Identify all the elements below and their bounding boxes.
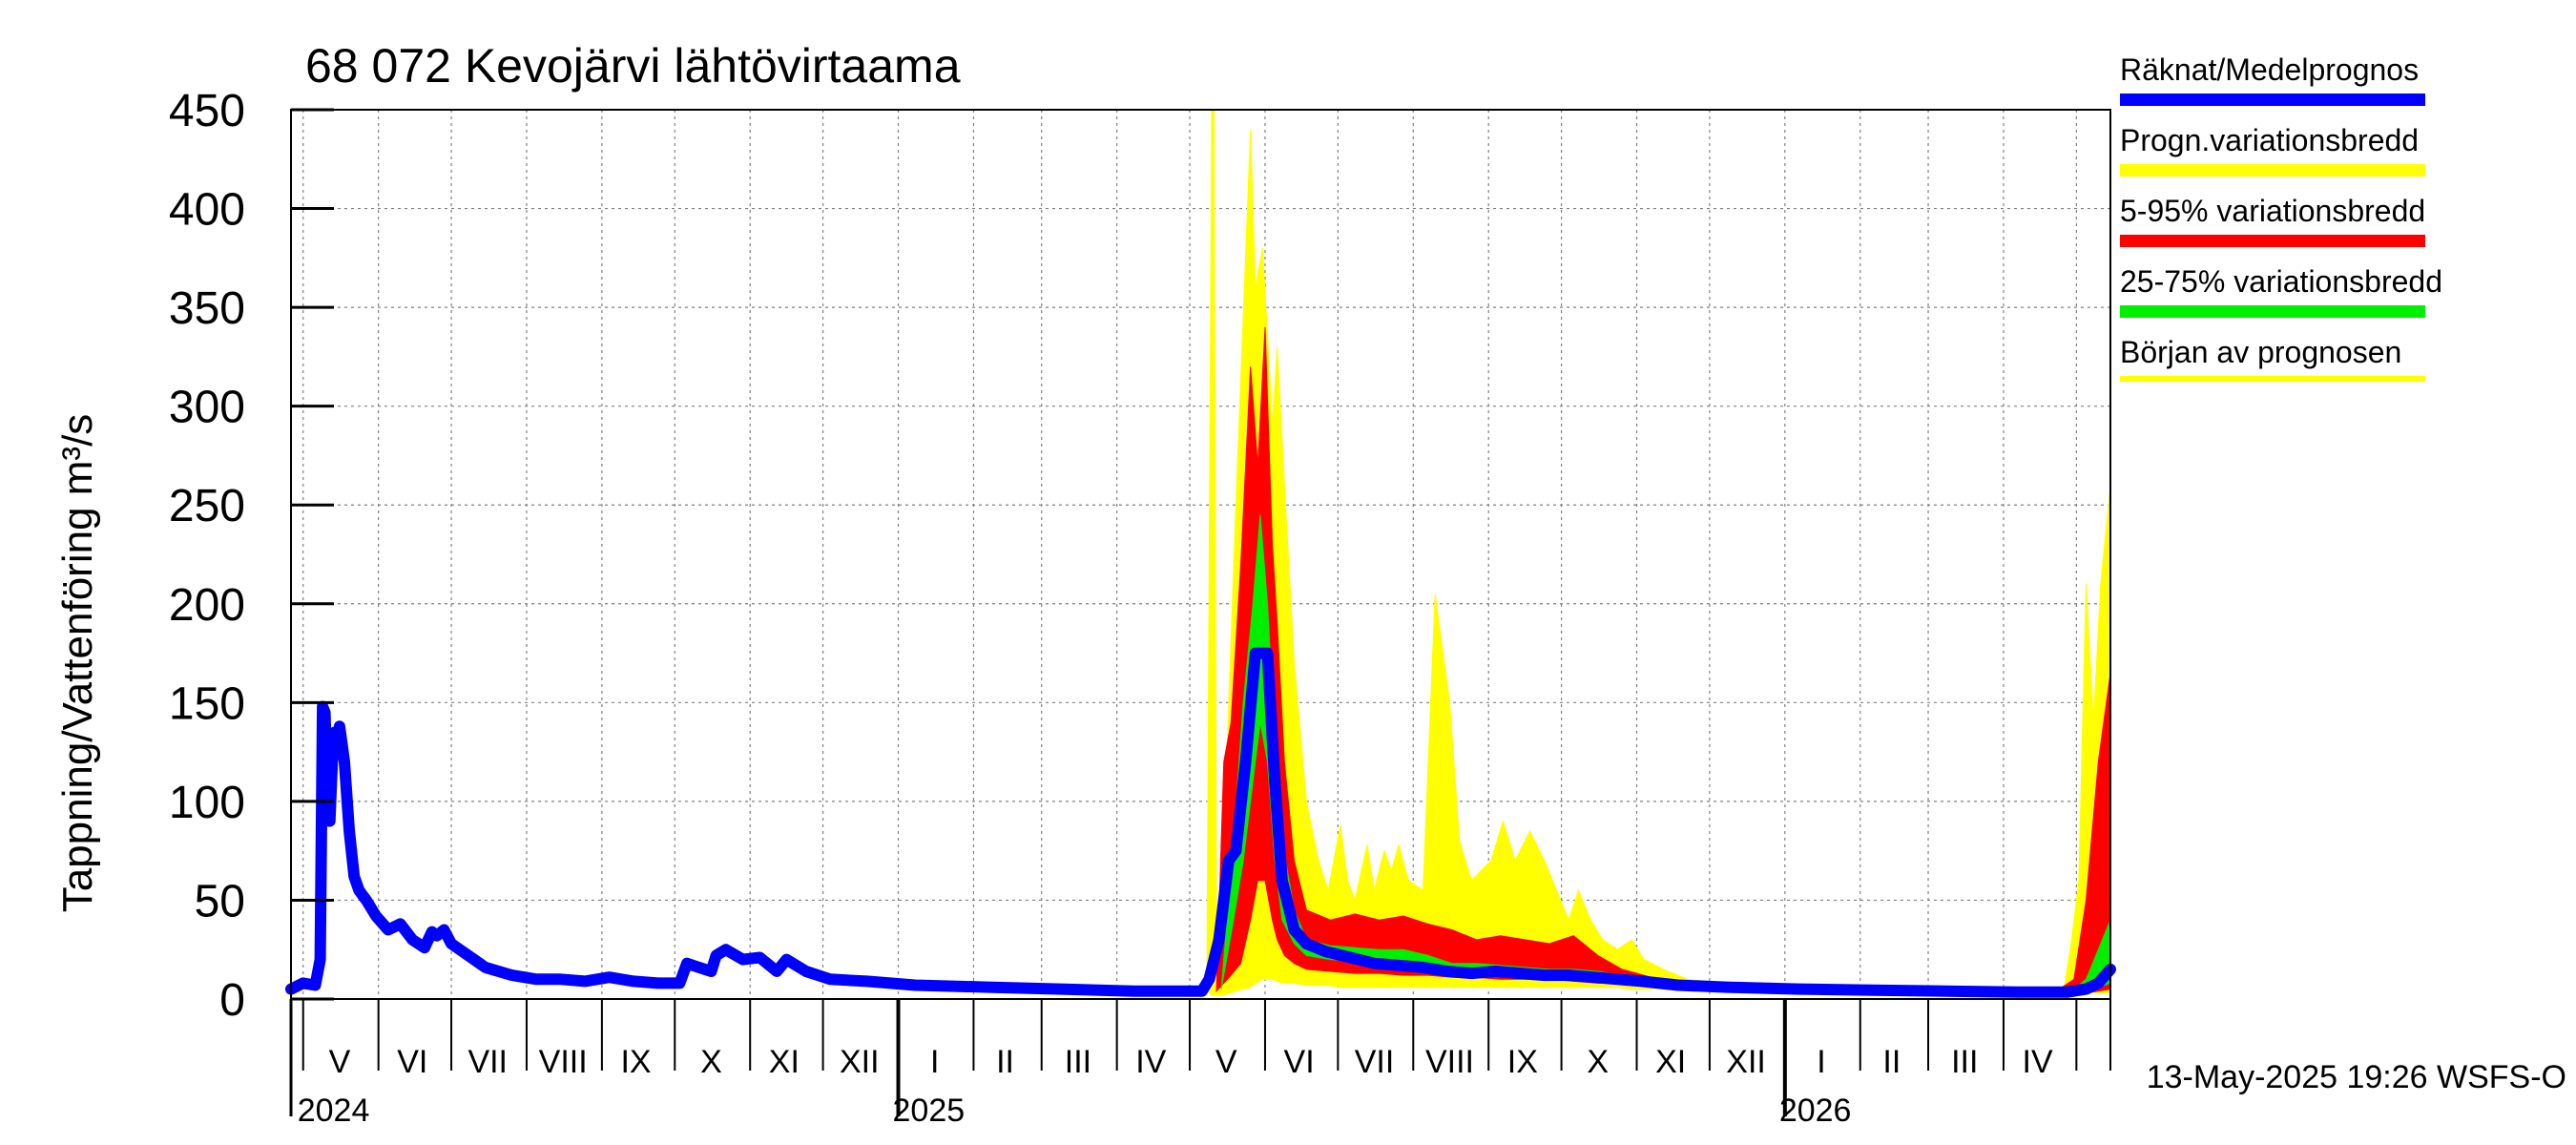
- legend-swatch: [2120, 164, 2425, 177]
- legend-swatch: [2120, 305, 2425, 318]
- month-label: VII: [467, 1044, 508, 1080]
- timestamp-label: 13-May-2025 19:26 WSFS-O: [2147, 1059, 2566, 1095]
- legend-label: Räknat/Medelprognos: [2120, 52, 2419, 87]
- month-label: I: [1817, 1044, 1825, 1080]
- month-label: IV: [1135, 1044, 1166, 1080]
- year-label: 2025: [893, 1093, 966, 1129]
- month-label: III: [1951, 1044, 1978, 1080]
- month-label: VIII: [539, 1044, 588, 1080]
- month-label: XII: [1726, 1044, 1766, 1080]
- month-label: VI: [1284, 1044, 1315, 1080]
- y-axis-label: Tappning/Vattenföring m³/s: [54, 414, 101, 913]
- legend-label: 5-95% variationsbredd: [2120, 194, 2425, 228]
- y-tick-label: 300: [169, 383, 245, 433]
- month-label: III: [1065, 1044, 1091, 1080]
- year-label: 2024: [298, 1093, 370, 1129]
- month-label: IV: [2023, 1044, 2053, 1080]
- grid-lines: [291, 109, 2110, 1000]
- chart-title: 68 072 Kevojärvi lähtövirtaama: [305, 39, 961, 93]
- month-label: II: [1882, 1044, 1901, 1080]
- y-tick-label: 250: [169, 481, 245, 531]
- y-tick-label: 400: [169, 185, 245, 236]
- legend-swatch: [2120, 235, 2425, 247]
- month-label: X: [1587, 1044, 1609, 1080]
- y-tick-label: 50: [195, 876, 245, 926]
- y-tick-label: 100: [169, 778, 245, 828]
- band-progn-variationsbredd: [1206, 109, 2111, 996]
- y-tick-label: 150: [169, 678, 245, 729]
- y-tick-label: 200: [169, 580, 245, 631]
- mean-series-line: [285, 647, 2116, 998]
- month-label: IX: [620, 1044, 651, 1080]
- year-label: 2026: [1779, 1093, 1852, 1129]
- plot-frame: [290, 109, 2111, 1000]
- month-label: XI: [1655, 1044, 1686, 1080]
- month-label: VII: [1355, 1044, 1395, 1080]
- month-label: X: [700, 1044, 722, 1080]
- y-tick-label: 0: [219, 975, 245, 1026]
- month-label: XI: [769, 1044, 800, 1080]
- month-label: VI: [397, 1044, 427, 1080]
- legend-swatch: [2120, 376, 2425, 382]
- month-label: XII: [840, 1044, 880, 1080]
- month-label: V: [1215, 1044, 1237, 1080]
- series-lines: [285, 647, 2116, 998]
- variation-bands: [1206, 109, 2111, 996]
- month-label: I: [930, 1044, 939, 1080]
- month-label: IX: [1507, 1044, 1538, 1080]
- legend-label: Progn.variationsbredd: [2120, 123, 2419, 157]
- y-tick-label: 350: [169, 283, 245, 334]
- legend-swatch: [2120, 94, 2425, 106]
- legend-label: Början av prognosen: [2120, 335, 2401, 369]
- month-label: II: [996, 1044, 1014, 1080]
- y-tick-label: 450: [169, 86, 245, 136]
- month-label: V: [329, 1044, 351, 1080]
- legend-label: 25-75% variationsbredd: [2120, 264, 2442, 299]
- axes: [289, 108, 2111, 1116]
- month-label: VIII: [1425, 1044, 1474, 1080]
- legend: Räknat/Medelprognos Progn.variationsbredd…: [2120, 52, 2442, 382]
